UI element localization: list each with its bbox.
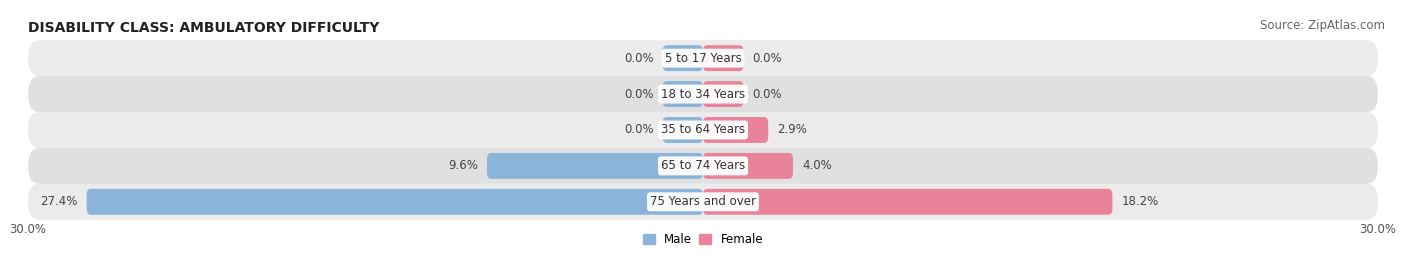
Text: 35 to 64 Years: 35 to 64 Years bbox=[661, 124, 745, 136]
FancyBboxPatch shape bbox=[703, 45, 744, 71]
Legend: Male, Female: Male, Female bbox=[643, 233, 763, 246]
FancyBboxPatch shape bbox=[28, 148, 1378, 184]
Text: 75 Years and over: 75 Years and over bbox=[650, 195, 756, 208]
FancyBboxPatch shape bbox=[662, 117, 703, 143]
Text: 5 to 17 Years: 5 to 17 Years bbox=[665, 52, 741, 65]
Text: 18.2%: 18.2% bbox=[1122, 195, 1159, 208]
Text: 0.0%: 0.0% bbox=[752, 88, 782, 100]
FancyBboxPatch shape bbox=[703, 81, 744, 107]
Text: 9.6%: 9.6% bbox=[449, 159, 478, 172]
FancyBboxPatch shape bbox=[703, 189, 1112, 215]
FancyBboxPatch shape bbox=[703, 153, 793, 179]
Text: 0.0%: 0.0% bbox=[624, 124, 654, 136]
Text: 18 to 34 Years: 18 to 34 Years bbox=[661, 88, 745, 100]
FancyBboxPatch shape bbox=[87, 189, 703, 215]
Text: 4.0%: 4.0% bbox=[801, 159, 832, 172]
Text: 0.0%: 0.0% bbox=[752, 52, 782, 65]
FancyBboxPatch shape bbox=[486, 153, 703, 179]
FancyBboxPatch shape bbox=[28, 76, 1378, 112]
Text: 2.9%: 2.9% bbox=[778, 124, 807, 136]
FancyBboxPatch shape bbox=[28, 184, 1378, 220]
Text: 65 to 74 Years: 65 to 74 Years bbox=[661, 159, 745, 172]
FancyBboxPatch shape bbox=[662, 45, 703, 71]
FancyBboxPatch shape bbox=[703, 117, 768, 143]
FancyBboxPatch shape bbox=[28, 112, 1378, 148]
FancyBboxPatch shape bbox=[662, 81, 703, 107]
Text: DISABILITY CLASS: AMBULATORY DIFFICULTY: DISABILITY CLASS: AMBULATORY DIFFICULTY bbox=[28, 21, 380, 35]
FancyBboxPatch shape bbox=[28, 40, 1378, 76]
Text: Source: ZipAtlas.com: Source: ZipAtlas.com bbox=[1260, 19, 1385, 32]
Text: 27.4%: 27.4% bbox=[41, 195, 77, 208]
Text: 0.0%: 0.0% bbox=[624, 52, 654, 65]
Text: 0.0%: 0.0% bbox=[624, 88, 654, 100]
